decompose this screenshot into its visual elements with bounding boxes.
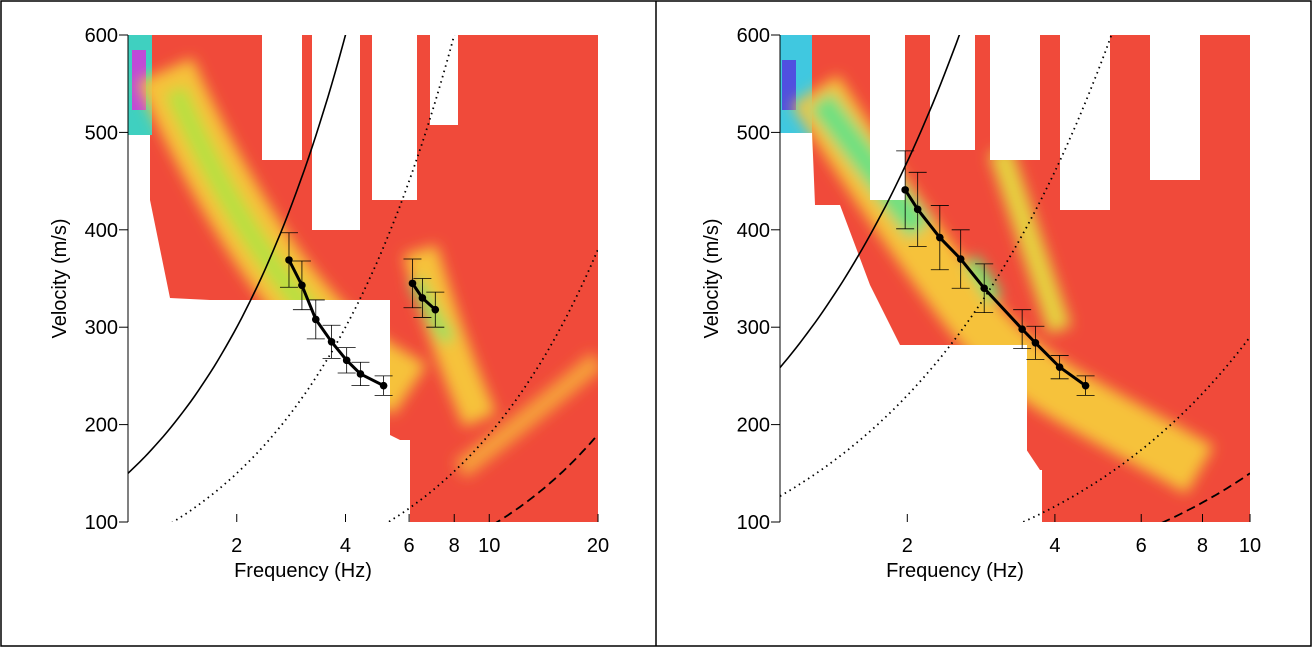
- point: [1018, 325, 1026, 333]
- y-axis-label: Velocity (m/s): [49, 218, 71, 338]
- point: [980, 284, 989, 293]
- point: [418, 294, 427, 302]
- heatmap: [128, 35, 598, 522]
- x-tick-label: 4: [340, 535, 351, 557]
- x-tick-label: 2: [231, 535, 242, 557]
- point: [901, 186, 909, 194]
- x-tick-label: 10: [1239, 535, 1261, 557]
- point: [1055, 363, 1064, 371]
- point: [408, 279, 417, 288]
- y-tick-label: 100: [737, 512, 770, 534]
- heat-field: [132, 50, 146, 110]
- point: [311, 315, 320, 324]
- point: [431, 305, 440, 314]
- y-tick-label: 200: [737, 415, 770, 437]
- y-tick-label: 500: [85, 122, 118, 144]
- x-tick-label: 10: [478, 535, 500, 557]
- y-tick-label: 300: [85, 317, 118, 339]
- point: [379, 381, 388, 390]
- y-tick-label: 400: [737, 220, 770, 242]
- point: [327, 338, 336, 346]
- point: [936, 233, 944, 242]
- wavelength-curve: [495, 433, 598, 522]
- x-tick-label: 2: [902, 535, 913, 557]
- y-tick-label: 400: [85, 220, 118, 242]
- y-tick-label: 500: [737, 122, 770, 144]
- point: [298, 281, 306, 290]
- point: [956, 255, 965, 263]
- y-tick-label: 200: [85, 415, 118, 437]
- x-tick-label: 20: [587, 535, 609, 557]
- heatmap: [780, 35, 1250, 522]
- point: [356, 370, 365, 378]
- y-tick-label: 300: [737, 317, 770, 339]
- x-axis-label: Frequency (Hz): [886, 560, 1024, 582]
- point: [1031, 338, 1040, 347]
- wavelength-curve: [128, 35, 347, 474]
- plot-area: [780, 35, 1250, 522]
- y-tick-label: 600: [737, 25, 770, 47]
- x-tick-label: 8: [449, 535, 460, 557]
- y-tick-label: 100: [85, 512, 118, 534]
- wavelength-curve: [780, 35, 961, 369]
- x-tick-label: 6: [404, 535, 415, 557]
- point: [913, 205, 922, 214]
- y-tick-label: 600: [85, 25, 118, 47]
- x-tick-label: 6: [1136, 535, 1147, 557]
- wavelength-curve: [171, 35, 456, 522]
- point: [285, 256, 293, 264]
- point: [342, 356, 351, 365]
- x-tick-label: 8: [1197, 535, 1208, 557]
- heat-field: [782, 60, 796, 110]
- plot-area: [128, 35, 598, 522]
- x-axis-label: Frequency (Hz): [234, 560, 372, 582]
- y-axis-label: Velocity (m/s): [701, 218, 723, 338]
- point: [1081, 381, 1090, 390]
- x-tick-label: 4: [1049, 535, 1060, 557]
